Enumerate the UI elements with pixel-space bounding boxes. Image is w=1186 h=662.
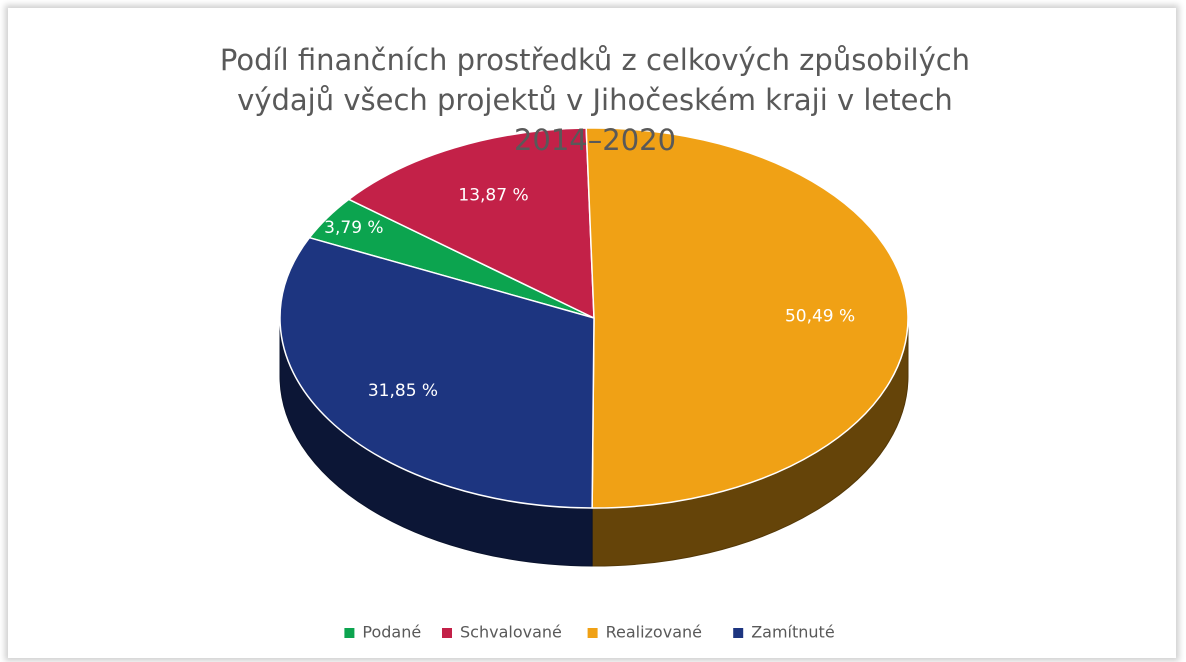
data-label: 3,79 % bbox=[324, 218, 383, 238]
slice bbox=[348, 127, 595, 319]
legend-label: Schvalované bbox=[460, 623, 562, 642]
slice bbox=[585, 127, 909, 509]
legend-swatch bbox=[344, 628, 355, 638]
legend-label: Realizované bbox=[606, 623, 702, 642]
legend-swatch bbox=[587, 628, 598, 638]
data-label: 13,87 % bbox=[458, 185, 528, 205]
legend-label: Zamítnuté bbox=[751, 623, 834, 642]
data-label: 31,85 % bbox=[368, 381, 438, 401]
slice bbox=[279, 236, 595, 509]
data-label: 50,49 % bbox=[785, 307, 855, 327]
legend-label: Podané bbox=[362, 623, 421, 642]
legend-swatch bbox=[733, 628, 744, 638]
legend-swatch bbox=[442, 628, 452, 638]
chart-title: Podíl finančních prostředků z celkových … bbox=[219, 43, 971, 157]
